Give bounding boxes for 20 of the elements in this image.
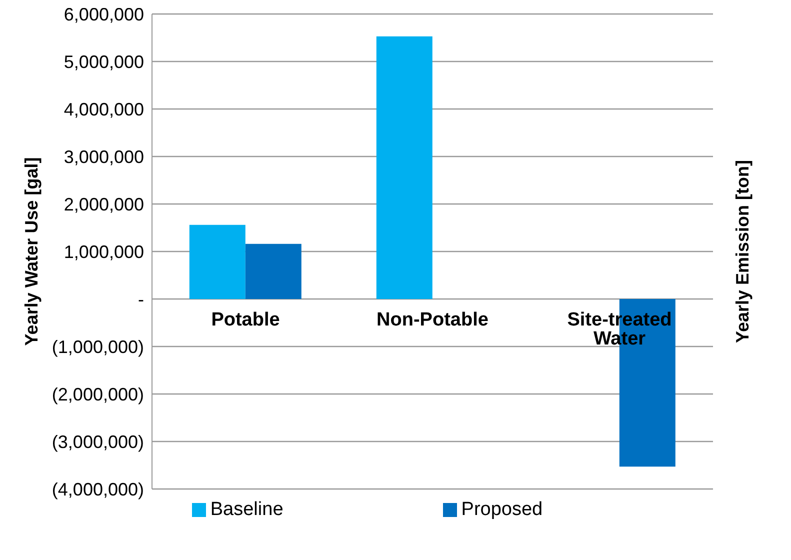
y2-axis-title: Yearly Emission [ton]	[732, 160, 752, 344]
legend-label: Proposed	[461, 499, 543, 520]
y-tick-label: 2,000,000	[64, 194, 144, 214]
legend-label: Baseline	[210, 499, 284, 520]
x-tick-label: Non-Potable	[376, 310, 488, 331]
y-tick-label: (3,000,000)	[52, 432, 144, 452]
y-tick-label: 4,000,000	[64, 99, 144, 120]
bar	[189, 224, 246, 299]
bar	[376, 36, 432, 299]
y-axis-title: Yearly Water Use [gal]	[21, 157, 42, 346]
y-tick-label: (1,000,000)	[52, 336, 144, 357]
y-tick-label: (2,000,000)	[52, 384, 144, 404]
y-tick-label: 3,000,000	[64, 146, 144, 167]
y-tick-label: 1,000,000	[64, 242, 144, 262]
bar	[245, 244, 302, 299]
y-tick-label: 6,000,000	[64, 4, 144, 24]
y-tick-label: (4,000,000)	[52, 479, 144, 500]
y-tick-label: -	[138, 289, 144, 310]
x-tick-label: Potable	[211, 310, 280, 331]
y-tick-label: 5,000,000	[64, 52, 144, 72]
